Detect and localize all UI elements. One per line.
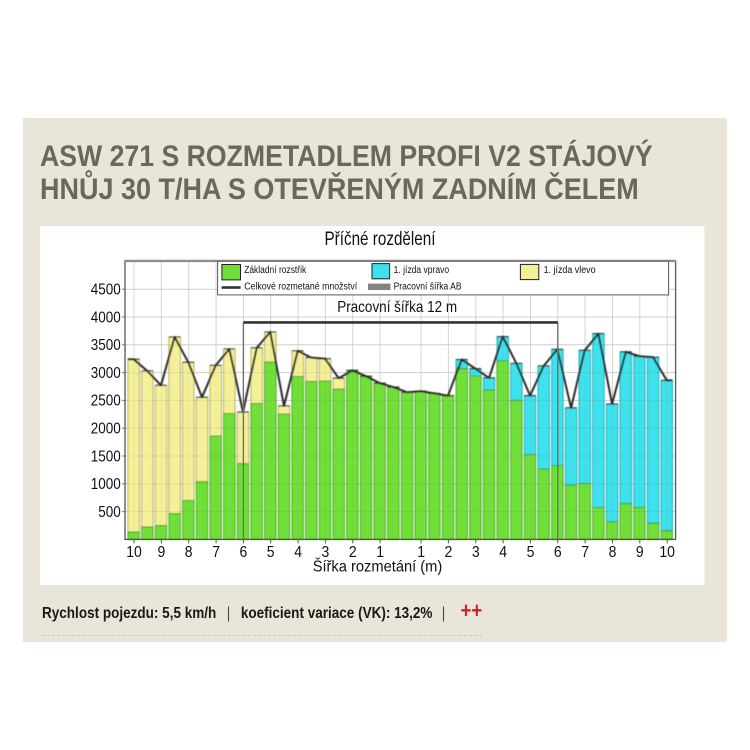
svg-text:3500: 3500 (91, 337, 121, 354)
svg-text:5: 5 (527, 543, 535, 560)
svg-text:6: 6 (240, 543, 248, 560)
svg-text:1. jízda vpravo: 1. jízda vpravo (394, 264, 450, 275)
svg-text:4500: 4500 (91, 281, 121, 298)
svg-text:7: 7 (582, 543, 590, 560)
svg-text:Pracovní šířka AB: Pracovní šířka AB (394, 281, 462, 292)
svg-text:Příčné rozdělení: Příčné rozdělení (325, 229, 437, 250)
svg-text:Šířka rozmetání (m): Šířka rozmetání (m) (313, 558, 443, 575)
svg-text:2: 2 (445, 543, 453, 560)
svg-text:Pracovní šířka 12 m: Pracovní šířka 12 m (338, 298, 458, 315)
svg-text:10: 10 (127, 543, 143, 560)
svg-text:1500: 1500 (91, 448, 121, 465)
svg-text:7: 7 (213, 543, 221, 560)
svg-text:1: 1 (377, 543, 385, 560)
svg-text:Základní rozstřik: Základní rozstřik (245, 264, 307, 275)
svg-text:1000: 1000 (91, 476, 121, 493)
svg-text:6: 6 (554, 543, 562, 560)
svg-text:10: 10 (660, 543, 676, 560)
svg-text:5: 5 (267, 543, 275, 560)
svg-text:Celkové rozmetané množství: Celkové rozmetané množství (245, 281, 358, 292)
svg-text:4000: 4000 (91, 309, 121, 326)
svg-text:1: 1 (418, 543, 426, 560)
svg-text:3000: 3000 (91, 364, 121, 381)
svg-text:1. jízda vlevo: 1. jízda vlevo (544, 264, 596, 275)
svg-text:2500: 2500 (91, 392, 121, 409)
svg-text:8: 8 (185, 543, 193, 560)
svg-text:3: 3 (472, 543, 480, 560)
svg-text:2: 2 (349, 543, 357, 560)
svg-text:2000: 2000 (91, 420, 121, 437)
svg-text:8: 8 (609, 543, 617, 560)
svg-text:9: 9 (158, 543, 166, 560)
svg-text:4: 4 (500, 543, 508, 560)
svg-text:500: 500 (99, 503, 121, 520)
svg-text:3: 3 (322, 543, 330, 560)
svg-text:4: 4 (295, 543, 303, 560)
svg-text:9: 9 (636, 543, 644, 560)
